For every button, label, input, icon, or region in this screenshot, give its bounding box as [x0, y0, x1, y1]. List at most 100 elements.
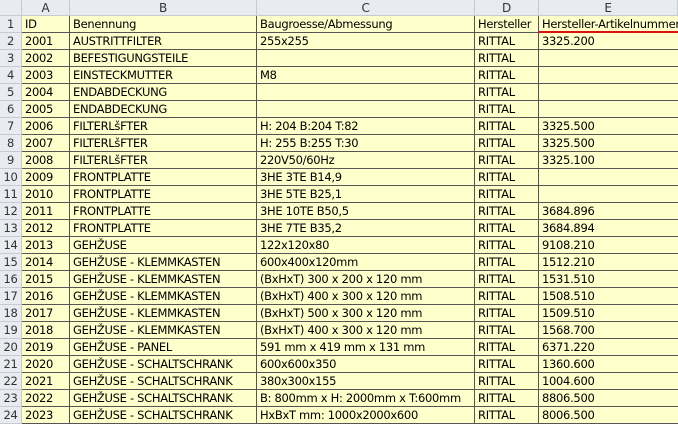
cell-hersteller[interactable]: RITTAL — [475, 84, 539, 101]
cell-id[interactable]: 2009 — [22, 169, 70, 186]
cell-hersteller[interactable]: RITTAL — [475, 237, 539, 254]
cell-artikelnummer[interactable]: 6371.220 — [539, 339, 678, 356]
cell-id[interactable]: 2016 — [22, 288, 70, 305]
cell-hersteller[interactable]: RITTAL — [475, 390, 539, 407]
cell-hersteller[interactable]: RITTAL — [475, 50, 539, 67]
cell-id[interactable]: 2022 — [22, 390, 70, 407]
column-header-a[interactable]: A — [22, 0, 70, 16]
cell-id[interactable]: 2014 — [22, 254, 70, 271]
row-number[interactable]: 18 — [0, 305, 22, 322]
cell-artikelnummer[interactable] — [539, 84, 678, 101]
cell-baugroesse[interactable]: 380x300x155 — [257, 373, 475, 390]
column-header-d[interactable]: D — [475, 0, 539, 16]
cell-id[interactable]: 2013 — [22, 237, 70, 254]
cell-benennung[interactable]: ENDABDECKUNG — [70, 84, 257, 101]
row-number[interactable]: 13 — [0, 220, 22, 237]
cell-benennung[interactable]: ENDABDECKUNG — [70, 101, 257, 118]
cell-baugroesse[interactable]: 600x400x120mm — [257, 254, 475, 271]
cell-baugroesse[interactable]: 600x600x350 — [257, 356, 475, 373]
cell-baugroesse[interactable]: H: 255 B:255 T:30 — [257, 135, 475, 152]
cell-baugroesse[interactable]: (BxHxT) 400 x 300 x 120 mm — [257, 322, 475, 339]
cell-benennung[interactable]: GEHŽUSE - SCHALTSCHRANK — [70, 390, 257, 407]
cell-baugroesse[interactable]: 122x120x80 — [257, 237, 475, 254]
row-number[interactable]: 2 — [0, 33, 22, 50]
cell-id[interactable]: 2018 — [22, 322, 70, 339]
cell-id[interactable]: 2017 — [22, 305, 70, 322]
row-number[interactable]: 21 — [0, 356, 22, 373]
column-header-b[interactable]: B — [70, 0, 257, 16]
cell-hersteller[interactable]: RITTAL — [475, 254, 539, 271]
cell-baugroesse[interactable]: 3HE 3TE B14,9 — [257, 169, 475, 186]
cell-benennung[interactable]: FRONTPLATTE — [70, 186, 257, 203]
cell-hersteller[interactable]: RITTAL — [475, 305, 539, 322]
cell-benennung[interactable]: GEHŽUSE - SCHALTSCHRANK — [70, 373, 257, 390]
cell-id[interactable]: 2021 — [22, 373, 70, 390]
cell-baugroesse[interactable]: (BxHxT) 500 x 300 x 120 mm — [257, 305, 475, 322]
column-header-e[interactable]: E — [539, 0, 678, 16]
cell-baugroesse[interactable]: M8 — [257, 67, 475, 84]
cell-baugroesse[interactable]: H: 204 B:204 T:82 — [257, 118, 475, 135]
cell-id[interactable]: 2006 — [22, 118, 70, 135]
select-all-corner[interactable] — [0, 0, 22, 16]
cell-hersteller[interactable]: RITTAL — [475, 152, 539, 169]
cell-baugroesse[interactable]: HxBxT mm: 1000x2000x600 — [257, 407, 475, 424]
cell-id[interactable]: 2005 — [22, 101, 70, 118]
row-number[interactable]: 1 — [0, 16, 22, 33]
cell-baugroesse[interactable]: 3HE 10TE B50,5 — [257, 203, 475, 220]
row-number[interactable]: 5 — [0, 84, 22, 101]
cell-baugroesse[interactable]: 255x255 — [257, 33, 475, 50]
cell-benennung[interactable]: EINSTECKMUTTER — [70, 67, 257, 84]
row-number[interactable]: 23 — [0, 390, 22, 407]
row-number[interactable]: 9 — [0, 152, 22, 169]
cell-hersteller[interactable]: RITTAL — [475, 220, 539, 237]
cell-benennung[interactable]: GEHŽUSE - PANEL — [70, 339, 257, 356]
cell-artikelnummer[interactable]: 3684.894 — [539, 220, 678, 237]
cell-hersteller[interactable]: RITTAL — [475, 169, 539, 186]
cell-baugroesse[interactable]: 220V50/60Hz — [257, 152, 475, 169]
cell-artikelnummer[interactable] — [539, 169, 678, 186]
row-number[interactable]: 12 — [0, 203, 22, 220]
row-number[interactable]: 14 — [0, 237, 22, 254]
cell-hersteller[interactable]: RITTAL — [475, 135, 539, 152]
row-number[interactable]: 6 — [0, 101, 22, 118]
row-number[interactable]: 24 — [0, 407, 22, 424]
cell-artikelnummer[interactable]: 3684.896 — [539, 203, 678, 220]
cell-benennung[interactable]: FILTERLšFTER — [70, 152, 257, 169]
cell-benennung[interactable]: GEHŽUSE - KLEMMKASTEN — [70, 288, 257, 305]
row-number[interactable]: 7 — [0, 118, 22, 135]
cell-artikelnummer[interactable] — [539, 67, 678, 84]
cell-id[interactable]: 2023 — [22, 407, 70, 424]
cell-artikelnummer[interactable]: 3325.500 — [539, 118, 678, 135]
cell-id[interactable]: 2002 — [22, 50, 70, 67]
cell-artikelnummer[interactable]: 1508.510 — [539, 288, 678, 305]
cell-id[interactable]: 2007 — [22, 135, 70, 152]
cell-benennung[interactable]: FRONTPLATTE — [70, 220, 257, 237]
cell-benennung[interactable]: GEHŽUSE - SCHALTSCHRANK — [70, 407, 257, 424]
cell-benennung[interactable]: FILTERLšFTER — [70, 118, 257, 135]
cell-id[interactable]: 2019 — [22, 339, 70, 356]
cell-id[interactable]: 2004 — [22, 84, 70, 101]
cell-benennung[interactable]: FRONTPLATTE — [70, 203, 257, 220]
cell-artikelnummer[interactable]: 3325.500 — [539, 135, 678, 152]
cell-id[interactable]: 2001 — [22, 33, 70, 50]
row-number[interactable]: 16 — [0, 271, 22, 288]
row-number[interactable]: 8 — [0, 135, 22, 152]
row-number[interactable]: 4 — [0, 67, 22, 84]
cell-artikelnummer[interactable]: 9108.210 — [539, 237, 678, 254]
cell-artikelnummer[interactable]: Hersteller-Artikelnummer — [539, 16, 678, 33]
cell-hersteller[interactable]: RITTAL — [475, 67, 539, 84]
cell-hersteller[interactable]: RITTAL — [475, 356, 539, 373]
cell-baugroesse[interactable]: Baugroesse/Abmessung — [257, 16, 475, 33]
row-number[interactable]: 22 — [0, 373, 22, 390]
cell-artikelnummer[interactable]: 3325.100 — [539, 152, 678, 169]
cell-hersteller[interactable]: RITTAL — [475, 118, 539, 135]
cell-benennung[interactable]: GEHŽUSE - SCHALTSCHRANK — [70, 356, 257, 373]
cell-benennung[interactable]: GEHŽUSE — [70, 237, 257, 254]
cell-benennung[interactable]: GEHŽUSE - KLEMMKASTEN — [70, 322, 257, 339]
cell-id[interactable]: 2015 — [22, 271, 70, 288]
cell-baugroesse[interactable] — [257, 101, 475, 118]
cell-artikelnummer[interactable]: 8806.500 — [539, 390, 678, 407]
cell-hersteller[interactable]: RITTAL — [475, 101, 539, 118]
cell-hersteller[interactable]: RITTAL — [475, 186, 539, 203]
cell-baugroesse[interactable]: 591 mm x 419 mm x 131 mm — [257, 339, 475, 356]
